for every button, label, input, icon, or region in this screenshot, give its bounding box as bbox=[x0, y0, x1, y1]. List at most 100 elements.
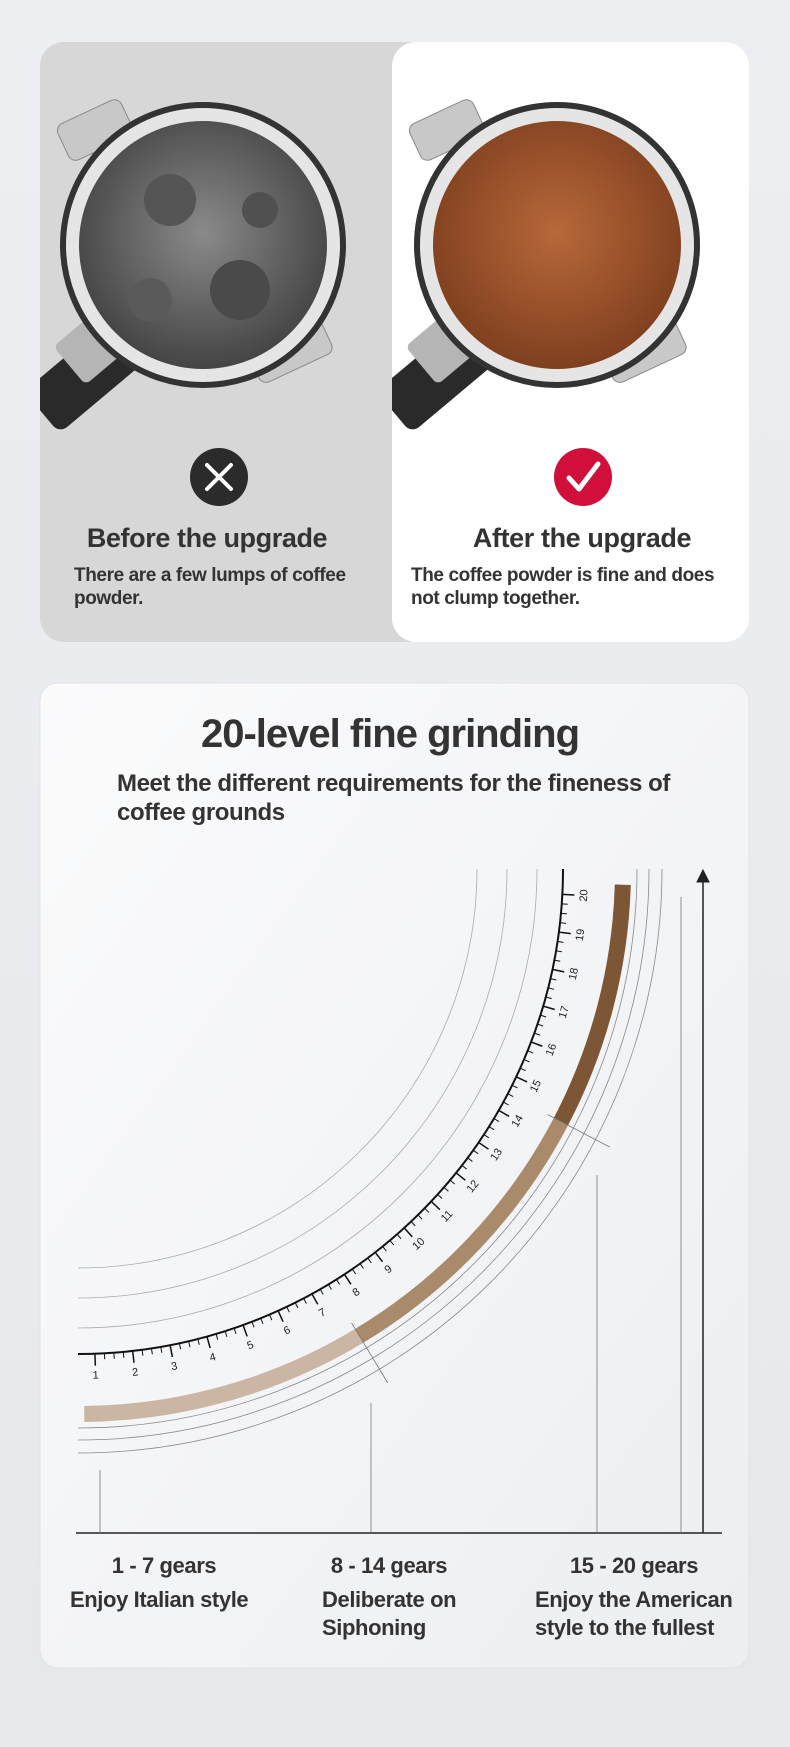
dial-label: 8 bbox=[351, 1286, 363, 1299]
guide-arc bbox=[77, 868, 638, 1429]
range-description: Enjoy the American style to the fullest bbox=[535, 1587, 733, 1640]
dial-label: 13 bbox=[488, 1146, 505, 1163]
scale-tick bbox=[430, 1200, 441, 1211]
guide-arc bbox=[77, 868, 478, 1269]
band-divider bbox=[351, 1322, 389, 1384]
scale-tick bbox=[150, 1348, 153, 1355]
scale-tick bbox=[286, 1306, 290, 1313]
dial-label: 16 bbox=[544, 1042, 560, 1058]
scale-tick bbox=[336, 1279, 341, 1285]
dial-label: 18 bbox=[567, 967, 581, 981]
after-title: After the upgrade bbox=[472, 523, 692, 553]
scale-tick bbox=[455, 1172, 466, 1181]
scale-tick bbox=[530, 1041, 543, 1047]
scale-tick bbox=[359, 1263, 364, 1269]
scale-tick bbox=[410, 1221, 416, 1227]
scale-tick bbox=[449, 1179, 455, 1185]
gear-band bbox=[84, 1328, 364, 1422]
scale-tick bbox=[519, 1067, 526, 1072]
scale-tick bbox=[396, 1233, 402, 1240]
scale-tick bbox=[260, 1318, 264, 1325]
scale-tick bbox=[206, 1336, 211, 1349]
scale-tick bbox=[311, 1293, 319, 1305]
scale-tick bbox=[534, 1032, 541, 1036]
scale-tick bbox=[527, 1050, 534, 1054]
scale-tick bbox=[488, 1126, 495, 1131]
before-description: There are a few lumps of coffee powder. bbox=[74, 565, 346, 609]
range-gears: 15 - 20 gears bbox=[569, 1553, 699, 1578]
scale-tick bbox=[242, 1324, 248, 1337]
portafilter-before bbox=[40, 99, 346, 430]
scale-tick bbox=[472, 1149, 479, 1155]
portafilter-after bbox=[392, 99, 700, 430]
scale-tick bbox=[417, 1214, 423, 1220]
scale-tick bbox=[169, 1345, 174, 1358]
dial-label: 12 bbox=[465, 1178, 482, 1195]
scale-tick bbox=[507, 1093, 514, 1097]
scale-tick bbox=[478, 1141, 489, 1150]
scale-tick bbox=[424, 1207, 430, 1213]
dial-label: 17 bbox=[557, 1005, 572, 1020]
scale-tick bbox=[351, 1268, 357, 1275]
range-gears: 1 - 7 gears bbox=[111, 1553, 217, 1578]
scale-tick bbox=[197, 1338, 200, 1345]
scale-tick bbox=[515, 1076, 528, 1083]
range-description: Enjoy Italian style bbox=[70, 1587, 249, 1612]
scale-tick bbox=[224, 1330, 228, 1338]
scale-tick bbox=[559, 922, 567, 924]
grinding-card bbox=[39, 682, 750, 1669]
dial-label: 3 bbox=[170, 1360, 178, 1373]
dial-label: 1 bbox=[92, 1369, 99, 1381]
scale-tick bbox=[389, 1240, 395, 1246]
scale-tick bbox=[545, 996, 552, 1000]
band-divider bbox=[547, 1114, 610, 1148]
scale-tick bbox=[493, 1118, 500, 1123]
gear-band bbox=[355, 1117, 569, 1343]
scale-tick bbox=[540, 1014, 547, 1018]
dial-label: 7 bbox=[317, 1306, 328, 1319]
scale-tick bbox=[303, 1298, 307, 1304]
scale-tick bbox=[543, 1005, 555, 1011]
dial-label: 19 bbox=[574, 928, 587, 942]
scale-tick bbox=[461, 1165, 467, 1170]
scale-tick bbox=[215, 1333, 219, 1340]
scale-tick bbox=[550, 978, 557, 981]
scale-tick bbox=[141, 1349, 144, 1356]
grinding-subtitle: Meet the different requirements for the … bbox=[117, 770, 671, 826]
scale-tick bbox=[498, 1109, 510, 1117]
guide-arc bbox=[77, 868, 663, 1454]
scale-tick bbox=[343, 1273, 352, 1285]
scale-tick bbox=[483, 1134, 490, 1139]
scale-tick bbox=[467, 1157, 473, 1162]
guide-arc bbox=[77, 868, 650, 1441]
scale-tick bbox=[327, 1284, 332, 1290]
before-title: Before the upgrade bbox=[86, 523, 328, 553]
dial-label: 14 bbox=[509, 1113, 526, 1130]
scale-tick bbox=[562, 893, 575, 896]
scale-tick bbox=[294, 1302, 299, 1309]
dial-label: 5 bbox=[246, 1339, 256, 1352]
gear-band bbox=[553, 884, 631, 1126]
scale-tick bbox=[437, 1194, 443, 1199]
scale-tick bbox=[443, 1186, 449, 1192]
scale-tick bbox=[251, 1321, 255, 1328]
scale-tick bbox=[188, 1341, 191, 1348]
scale-tick bbox=[268, 1314, 273, 1321]
axes bbox=[76, 868, 722, 1534]
scale-tick bbox=[233, 1328, 237, 1335]
scale-tick bbox=[511, 1084, 518, 1089]
grinding-title: 20-level fine grinding bbox=[200, 712, 580, 756]
guide-arc bbox=[77, 868, 538, 1329]
scale-tick bbox=[552, 968, 565, 973]
scale-tick bbox=[277, 1310, 284, 1323]
scale-arc bbox=[77, 868, 564, 1355]
scale-tick bbox=[403, 1227, 413, 1238]
scale-tick bbox=[319, 1288, 324, 1295]
scale-tick bbox=[374, 1251, 384, 1263]
scale-tick bbox=[503, 1101, 509, 1106]
scale-tick bbox=[523, 1059, 530, 1063]
